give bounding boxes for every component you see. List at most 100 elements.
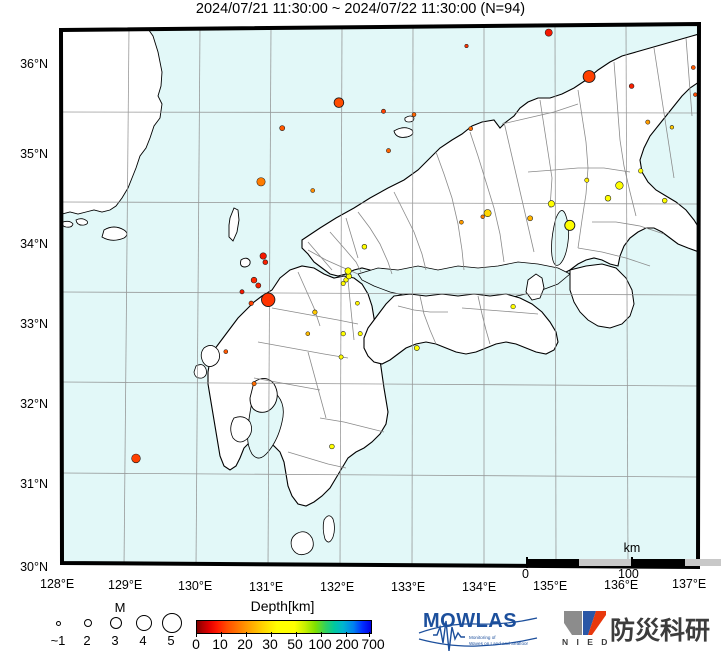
lon-label-133E: 133°E xyxy=(391,580,426,594)
epicenter-marker[interactable] xyxy=(310,188,315,193)
lon-label-134E: 134°E xyxy=(462,580,497,594)
magnitude-label-1: ~1 xyxy=(50,633,66,648)
nied-acronym: N I E D xyxy=(562,637,611,647)
lat-label-36N: 36°N xyxy=(20,57,48,71)
epicenter-marker[interactable] xyxy=(305,331,311,336)
lon-label-132E: 132°E xyxy=(320,580,355,594)
epicenter-marker[interactable] xyxy=(464,44,469,48)
epicenter-marker[interactable] xyxy=(259,252,267,260)
epicenter-marker[interactable] xyxy=(584,177,590,183)
landmass-iki xyxy=(240,257,251,268)
landmass-tanegashima xyxy=(322,515,335,543)
epicenter-marker[interactable] xyxy=(411,112,417,117)
mowlas-tagline-line2: Waves on Land and Seafloor xyxy=(469,640,529,646)
epicenter-marker[interactable] xyxy=(381,108,386,114)
lon-label-130E: 130°E xyxy=(178,579,213,593)
epicenter-marker[interactable] xyxy=(645,119,651,125)
epicenter-marker[interactable] xyxy=(547,200,555,208)
epicenter-marker[interactable] xyxy=(250,276,258,284)
epicenter-marker[interactable] xyxy=(262,259,268,265)
epicenter-marker[interactable] xyxy=(340,281,346,286)
magnitude-symbol-4 xyxy=(136,615,152,631)
epicenter-marker[interactable] xyxy=(691,65,696,70)
depth-tick-200: 200 xyxy=(335,636,359,652)
magnitude-legend-title: M xyxy=(114,600,126,615)
epicenter-marker[interactable] xyxy=(527,215,533,222)
epicenter-marker[interactable] xyxy=(223,349,229,354)
page-title: 2024/07/21 11:30:00 ~ 2024/07/22 11:30:0… xyxy=(195,1,526,17)
map-frame-border xyxy=(58,22,702,570)
epicenter-marker[interactable] xyxy=(338,354,344,360)
lat-label-32N: 32°N xyxy=(20,397,48,411)
epicenter-marker[interactable] xyxy=(510,304,516,310)
epicenter-marker[interactable] xyxy=(459,219,464,225)
epicenter-marker[interactable] xyxy=(638,168,644,174)
epicenter-marker[interactable] xyxy=(239,289,245,295)
scalebar-tick-100: 100 xyxy=(618,567,639,581)
epicenter-marker[interactable] xyxy=(361,244,368,250)
epicenter-marker[interactable] xyxy=(248,300,254,306)
magnitude-symbol-1 xyxy=(56,621,61,626)
earthquake-map[interactable]: km 0 100 200 xyxy=(58,22,721,581)
depth-tick-50: 50 xyxy=(287,636,303,652)
landmass-goto xyxy=(200,345,220,367)
epicenter-marker[interactable] xyxy=(255,282,262,289)
lon-label-137E: 137°E xyxy=(672,577,707,591)
epicenter-markers[interactable] xyxy=(131,22,698,464)
depth-legend-title: Depth[km] xyxy=(250,598,315,614)
epicenter-marker[interactable] xyxy=(693,92,698,97)
lon-label-136E: 136°E xyxy=(604,578,639,592)
depth-colorbar-ticks xyxy=(196,632,372,637)
epicenter-marker[interactable] xyxy=(312,309,318,315)
landmass-korea xyxy=(61,25,163,215)
epicenter-marker[interactable] xyxy=(131,453,141,464)
depth-tick-20: 20 xyxy=(237,636,253,652)
magnitude-legend: M ~1 2 3 4 5 xyxy=(40,600,200,650)
epicenter-marker[interactable] xyxy=(615,181,624,190)
nied-logo: N I E D 防災科研 xyxy=(560,609,710,651)
landmass-kii-peninsula xyxy=(569,263,635,329)
magnitude-label-2: 2 xyxy=(83,633,91,648)
epicenter-marker[interactable] xyxy=(357,331,363,337)
epicenter-marker[interactable] xyxy=(355,300,360,306)
magnitude-symbol-2 xyxy=(84,619,92,627)
mowlas-tagline-line1: Monitoring of xyxy=(469,635,496,640)
epicenter-marker[interactable] xyxy=(333,97,345,108)
scalebar xyxy=(526,557,721,568)
epicenter-marker[interactable] xyxy=(582,70,596,83)
nied-mark-icon xyxy=(564,611,606,635)
lon-label-128E: 128°E xyxy=(40,577,75,591)
epicenter-marker[interactable] xyxy=(386,148,391,154)
epicenter-marker[interactable] xyxy=(544,28,553,37)
epicenter-marker[interactable] xyxy=(662,197,668,204)
lat-label-31N: 31°N xyxy=(20,477,48,491)
epicenter-marker[interactable] xyxy=(669,125,675,130)
epicenter-marker[interactable] xyxy=(251,381,257,387)
landmass-goto-2 xyxy=(193,364,207,379)
epicenter-marker[interactable] xyxy=(480,214,485,219)
epicenter-marker[interactable] xyxy=(413,345,420,351)
landmass-awaji xyxy=(525,273,545,301)
magnitude-label-5: 5 xyxy=(167,633,175,648)
mowlas-tagline: Monitoring of Waves on Land and Seafloor xyxy=(469,635,528,646)
epicenter-marker[interactable] xyxy=(261,292,276,307)
epicenter-marker[interactable] xyxy=(604,195,612,202)
epicenter-marker[interactable] xyxy=(256,177,266,187)
lat-label-30N: 30°N xyxy=(20,560,48,574)
epicenter-marker[interactable] xyxy=(628,83,635,89)
lat-label-34N: 34°N xyxy=(20,237,48,251)
epicenter-marker[interactable] xyxy=(468,126,473,131)
epicenter-marker[interactable] xyxy=(483,209,492,217)
depth-colorbar xyxy=(196,620,372,634)
landmass-tsushima xyxy=(228,207,240,242)
epicenter-marker[interactable] xyxy=(344,267,352,275)
epicenter-marker[interactable] xyxy=(564,219,576,231)
depth-legend: Depth[km] 0 10 20 30 50 100 200 700 xyxy=(190,598,390,652)
magnitude-symbol-5 xyxy=(162,613,182,633)
epicenter-marker[interactable] xyxy=(343,277,349,283)
nied-logo-text: 防災科研 xyxy=(610,616,711,645)
epicenter-marker[interactable] xyxy=(279,125,286,131)
magnitude-label-4: 4 xyxy=(139,633,147,648)
epicenter-marker[interactable] xyxy=(329,443,335,450)
epicenter-marker[interactable] xyxy=(340,331,346,337)
